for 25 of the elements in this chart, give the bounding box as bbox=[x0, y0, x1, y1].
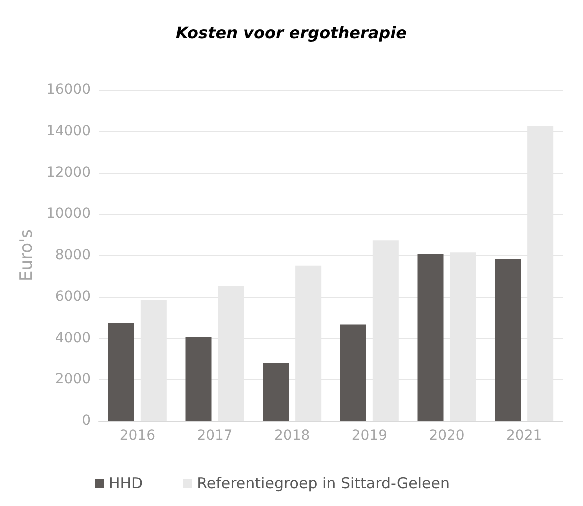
y-tick-label: 4000 bbox=[55, 330, 91, 346]
x-tick-label: 2021 bbox=[506, 428, 542, 444]
bar bbox=[186, 337, 212, 421]
bar bbox=[108, 323, 134, 421]
y-tick-label: 10000 bbox=[46, 206, 91, 222]
y-tick-label: 0 bbox=[82, 413, 91, 429]
legend-label: Referentiegroep in Sittard-Geleen bbox=[197, 474, 450, 492]
y-tick-label: 2000 bbox=[55, 372, 91, 388]
bar bbox=[263, 363, 290, 421]
x-tick-label: 2019 bbox=[352, 428, 388, 444]
legend-label: HHD bbox=[109, 474, 144, 492]
y-tick-label: 12000 bbox=[46, 164, 91, 181]
bar bbox=[495, 259, 522, 421]
y-tick-label: 14000 bbox=[46, 123, 91, 140]
y-tick-label: 6000 bbox=[55, 288, 91, 305]
bar bbox=[418, 254, 444, 421]
bar bbox=[340, 324, 366, 421]
chart-title: Kosten voor ergotherapie bbox=[176, 24, 408, 42]
y-axis-title: Euro's bbox=[17, 229, 38, 282]
x-tick-label: 2016 bbox=[120, 428, 156, 444]
x-tick-label: 2020 bbox=[429, 428, 465, 444]
y-tick-label: 16000 bbox=[46, 82, 91, 98]
x-tick-label: 2017 bbox=[197, 428, 233, 444]
x-tick-label: 2018 bbox=[274, 428, 310, 444]
y-tick-label: 8000 bbox=[55, 248, 91, 264]
